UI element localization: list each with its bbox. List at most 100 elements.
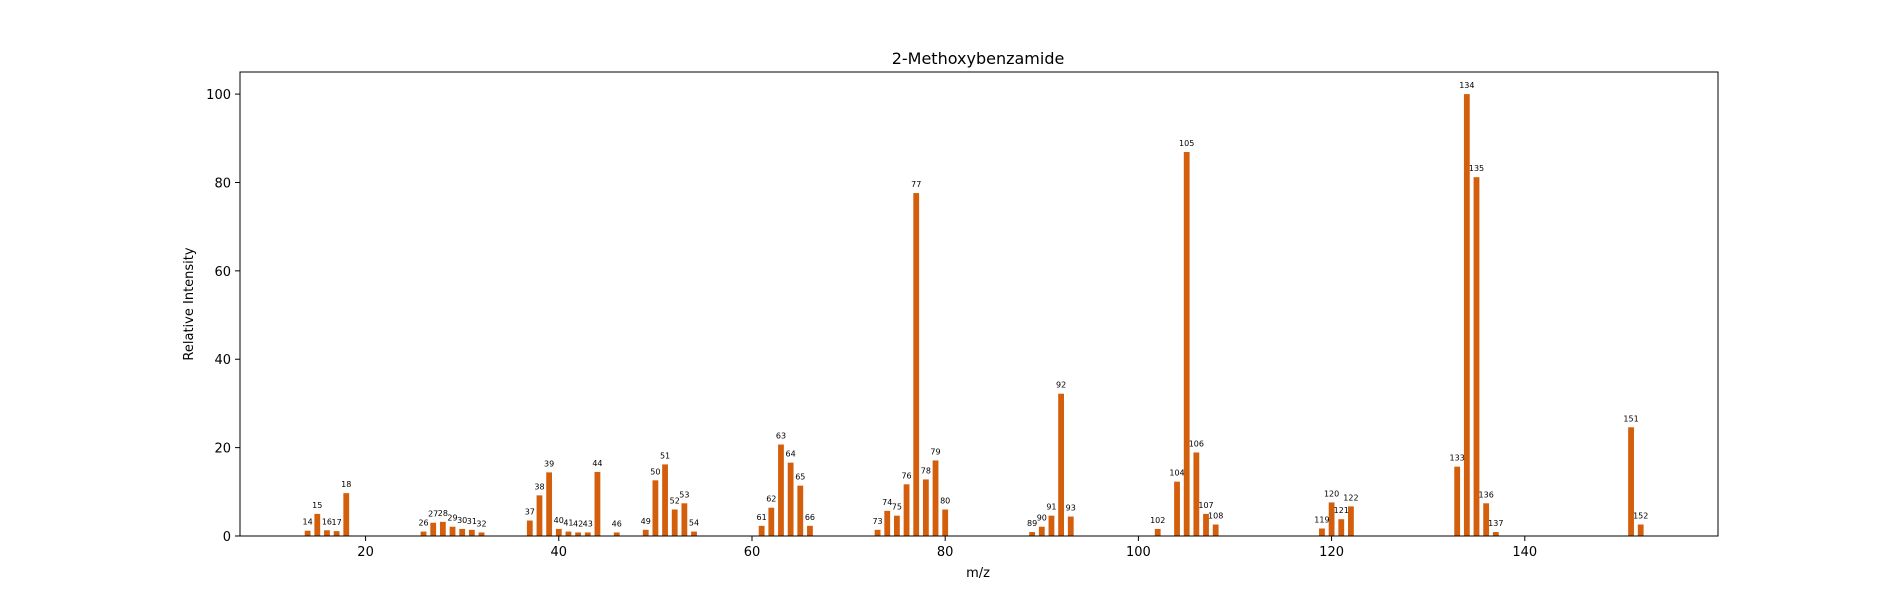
x-axis-ticks: 20 40 60 80 100 120 140	[357, 536, 1537, 560]
bar-mz-38	[536, 495, 543, 536]
peak-label-16: 16	[322, 517, 332, 526]
peak-label-40: 40	[554, 516, 564, 525]
peak-label-42: 42	[573, 519, 583, 528]
peak-label-108: 108	[1208, 512, 1223, 521]
bar-mz-121	[1338, 519, 1345, 536]
x-tick-label-100: 100	[1126, 545, 1151, 560]
peak-label-29: 29	[447, 514, 457, 523]
peak-label-93: 93	[1066, 504, 1076, 513]
y-tick-label-20: 20	[214, 442, 231, 457]
peak-label-27: 27	[428, 510, 438, 519]
peak-label-152: 152	[1633, 512, 1648, 521]
bar-mz-63	[778, 444, 784, 536]
peak-label-90: 90	[1037, 514, 1047, 523]
peak-label-73: 73	[872, 517, 882, 526]
peak-label-74: 74	[882, 498, 892, 507]
peak-label-106: 106	[1189, 439, 1204, 448]
bar-mz-133	[1454, 466, 1461, 536]
peak-label-91: 91	[1046, 503, 1056, 512]
peak-label-119: 119	[1314, 515, 1329, 524]
plot-frame	[239, 71, 1719, 537]
bar-mz-14	[304, 530, 311, 536]
x-tick-label-40: 40	[551, 545, 568, 560]
x-tick-label-20: 20	[357, 545, 374, 560]
bar-mz-136	[1483, 503, 1490, 536]
bar-mz-18	[343, 493, 350, 536]
peak-label-28: 28	[438, 509, 448, 518]
bar-mz-122	[1348, 506, 1354, 536]
bar-mz-53	[681, 503, 688, 536]
bar-mz-26	[420, 531, 427, 536]
bar-mz-152	[1637, 524, 1644, 536]
bar-mz-105	[1183, 151, 1190, 537]
peak-label-107: 107	[1198, 501, 1213, 510]
bar-mz-31	[468, 529, 475, 536]
y-axis-ticks: 0 20 40 60 80 100	[206, 88, 240, 545]
bar-mz-119	[1319, 528, 1325, 536]
bar-mz-92	[1058, 393, 1065, 536]
peak-label-37: 37	[525, 508, 535, 517]
x-axis-label: m/z	[966, 566, 990, 581]
bar-mz-29	[449, 526, 456, 536]
peak-label-14: 14	[303, 518, 313, 527]
x-tick-label-120: 120	[1319, 545, 1344, 560]
peak-label-26: 26	[418, 519, 428, 528]
bar-mz-78	[922, 479, 929, 536]
peak-label-43: 43	[583, 519, 593, 528]
peak-label-39: 39	[544, 459, 554, 468]
bar-mz-27	[430, 522, 437, 536]
peak-label-65: 65	[795, 473, 805, 482]
peak-label-50: 50	[650, 467, 660, 476]
x-tick-label-60: 60	[744, 545, 761, 560]
bar-mz-89	[1029, 532, 1036, 536]
peak-label-134: 134	[1459, 81, 1474, 90]
peak-label-75: 75	[892, 503, 902, 512]
peak-label-18: 18	[341, 480, 351, 489]
peak-label-120: 120	[1324, 489, 1339, 498]
peak-label-41: 41	[563, 519, 573, 528]
y-tick-label-60: 60	[214, 265, 231, 280]
bar-mz-73	[874, 529, 881, 536]
bar-mz-74	[884, 510, 891, 536]
peak-label-44: 44	[592, 459, 602, 468]
bar-mz-44	[594, 471, 601, 536]
peak-label-38: 38	[534, 482, 544, 491]
bar-mz-65	[797, 485, 804, 536]
bar-mz-49	[642, 529, 649, 536]
bar-mz-151	[1628, 427, 1634, 536]
bar-mz-106	[1193, 452, 1200, 536]
peak-label-121: 121	[1334, 506, 1349, 515]
bar-mz-17	[333, 531, 340, 536]
bar-mz-51	[662, 464, 668, 536]
bar-mz-107	[1203, 513, 1209, 536]
bar-mz-66	[807, 525, 813, 536]
bar-mz-46	[613, 532, 620, 536]
bar-mz-61	[758, 525, 765, 536]
bar-mz-32	[478, 532, 485, 536]
peak-label-32: 32	[476, 519, 486, 528]
peak-label-122: 122	[1343, 493, 1358, 502]
peak-label-64: 64	[786, 450, 796, 459]
peak-label-49: 49	[641, 517, 651, 526]
bar-mz-120	[1328, 502, 1335, 536]
bar-mz-43	[584, 532, 591, 536]
peak-label-151: 151	[1623, 414, 1638, 423]
peak-label-92: 92	[1056, 381, 1066, 390]
bar-mz-91	[1048, 515, 1055, 536]
peak-label-61: 61	[757, 513, 767, 522]
bar-mz-41	[565, 531, 572, 536]
bar-mz-62	[768, 507, 775, 536]
peak-label-136: 136	[1479, 490, 1494, 499]
y-tick-label-80: 80	[214, 176, 231, 191]
bar-mz-93	[1067, 516, 1074, 536]
peak-label-52: 52	[670, 496, 680, 505]
bar-mz-50	[652, 480, 659, 536]
bar-mz-75	[893, 515, 900, 536]
peak-label-137: 137	[1488, 519, 1503, 528]
y-tick-label-100: 100	[206, 88, 231, 103]
bar-mz-135	[1473, 177, 1480, 537]
y-tick-label-40: 40	[214, 353, 231, 368]
bar-mz-104	[1174, 481, 1180, 536]
bar-mz-90	[1038, 526, 1045, 536]
